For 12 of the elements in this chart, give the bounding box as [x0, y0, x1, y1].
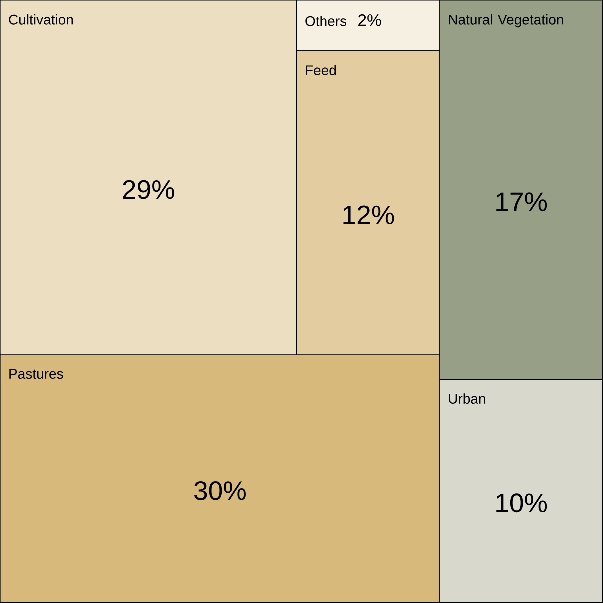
data-label: 17% — [496, 192, 548, 212]
data-label: 12% — [344, 206, 394, 225]
category-label: Pastures — [10, 369, 64, 380]
category-label: Cultivation — [9, 14, 74, 25]
category-label: Urban — [449, 394, 486, 404]
category-label: Natural Vegetation — [449, 14, 564, 28]
data-label: 30% — [194, 481, 246, 500]
data-label: 2% — [358, 14, 382, 26]
category-label: Others — [306, 16, 347, 26]
category-label: Feed — [306, 65, 336, 76]
data-label: 10% — [496, 494, 548, 513]
data-label: 29% — [123, 180, 174, 200]
